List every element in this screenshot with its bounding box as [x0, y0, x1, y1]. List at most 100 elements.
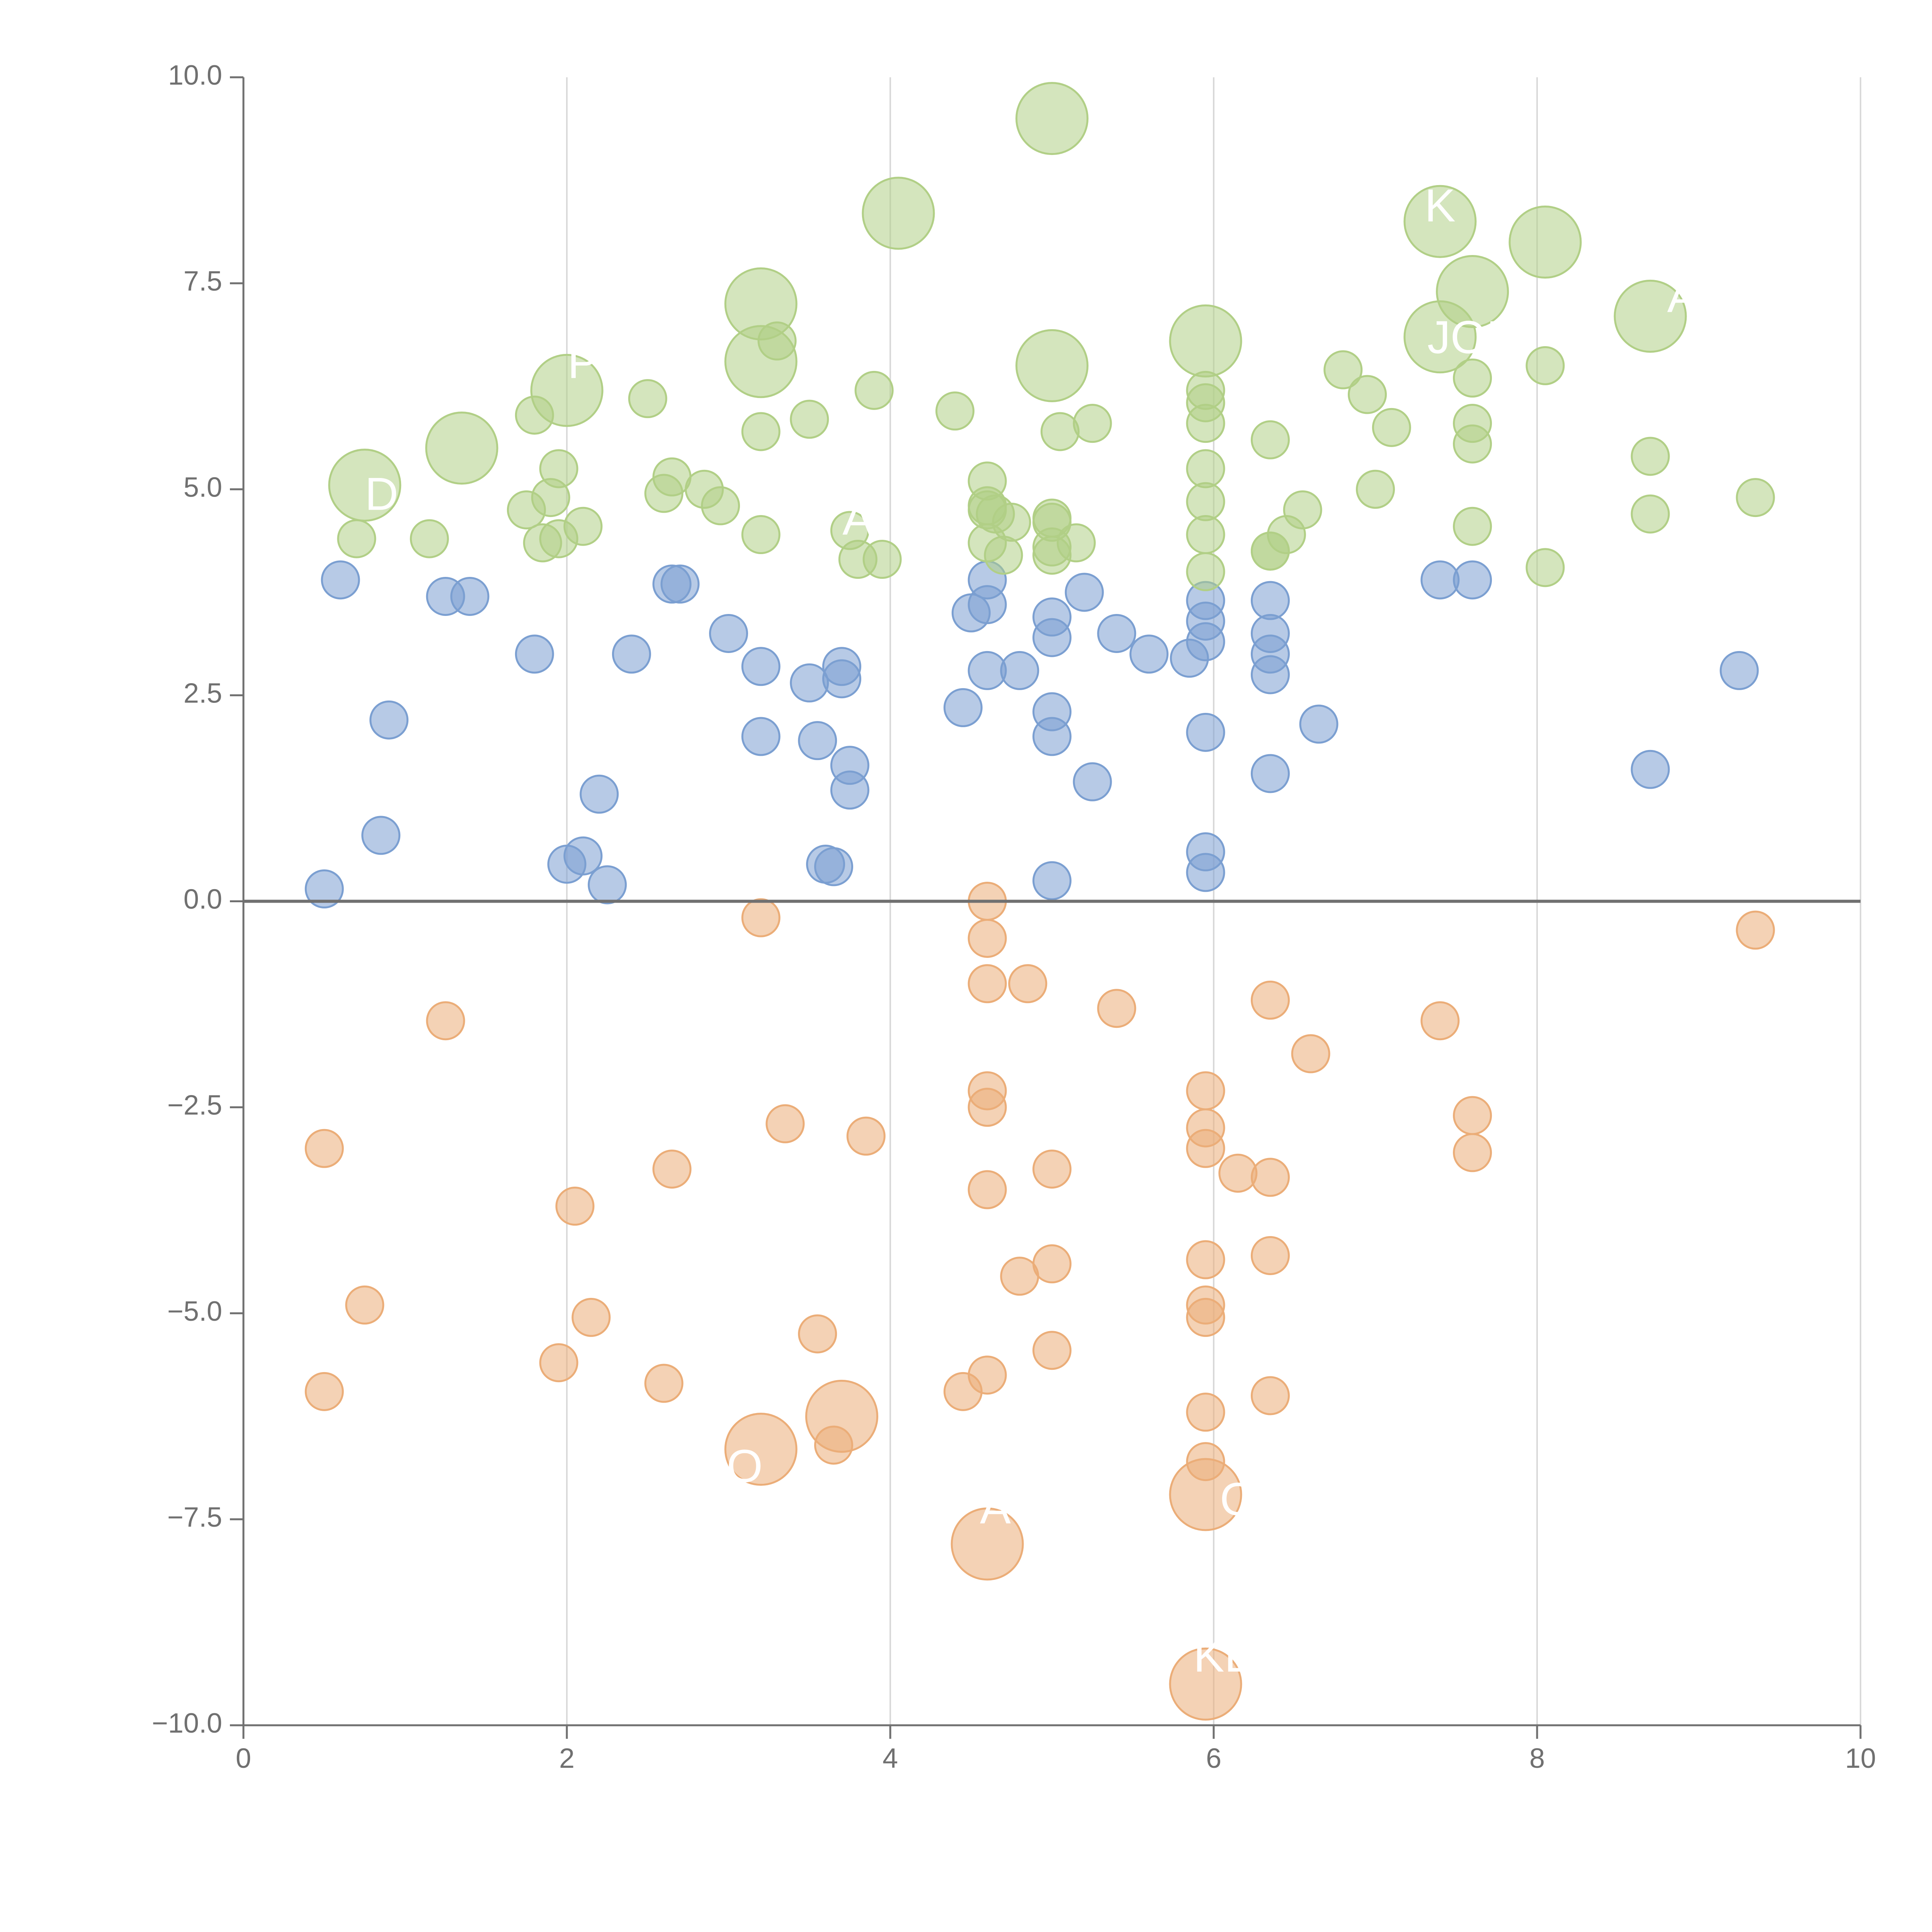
orange-point: [1453, 1096, 1492, 1135]
green-point: [1631, 494, 1670, 534]
blue-point: [321, 560, 360, 600]
green-point: [563, 507, 603, 546]
orange-point: [968, 1088, 1007, 1127]
orange-point: [1186, 1298, 1225, 1337]
orange-point: [1250, 1236, 1290, 1275]
x-tick-label: 6: [1206, 1743, 1221, 1774]
axes: 10.0 7.5 5.0 2.5 0.0 −2.5 −5.0 −7.5 −10.0 0 2 4 6 8 10: [152, 60, 1876, 1774]
orange-point: [1420, 1001, 1460, 1041]
x-tick-label: 2: [559, 1743, 575, 1774]
green-point: [790, 400, 829, 439]
blue-point: [1032, 861, 1071, 900]
green-point: [1186, 552, 1225, 591]
point-annotation: JOE: [1427, 311, 1517, 363]
orange-point: [1186, 1071, 1225, 1111]
green-large-point: [1436, 255, 1509, 328]
green-point: [935, 391, 975, 431]
green-large-point: [1509, 206, 1582, 279]
green-large-point: [1169, 304, 1242, 378]
blue-point: [709, 614, 748, 653]
blue-point: [1186, 853, 1225, 892]
orange-point: [846, 1116, 886, 1156]
green-point: [1372, 408, 1411, 447]
green-point: [992, 503, 1031, 542]
orange-large-point: [724, 1413, 798, 1486]
orange-point: [571, 1298, 611, 1337]
y-tick-label: 0.0: [184, 884, 222, 915]
blue-point: [1453, 560, 1492, 600]
blue-point: [1250, 754, 1290, 793]
orange-point: [798, 1314, 837, 1354]
point-annotation: A: [842, 493, 873, 544]
green-point: [1453, 424, 1492, 464]
point-annotation: A: [1667, 270, 1698, 322]
blue-point: [1250, 581, 1290, 620]
green-point: [1526, 548, 1565, 587]
orange-large-point: [805, 1379, 878, 1453]
blue-point: [1097, 614, 1136, 653]
green-point: [984, 536, 1023, 575]
green-point: [1283, 490, 1322, 530]
green-point: [741, 515, 781, 554]
blue-point: [1032, 618, 1071, 657]
green-point: [701, 486, 740, 526]
blue-point: [1073, 762, 1112, 801]
green-point: [1186, 482, 1225, 521]
orange-large-point: [1169, 1458, 1242, 1531]
blue-point: [943, 688, 983, 727]
green-point: [1348, 375, 1387, 414]
orange-point: [555, 1187, 595, 1226]
green-point: [1186, 404, 1225, 443]
green-point: [1186, 515, 1225, 554]
point-annotation: K: [1425, 180, 1456, 231]
blue-point: [515, 634, 554, 674]
orange-point: [1291, 1034, 1330, 1073]
blue-point: [1186, 622, 1225, 662]
green-point: [539, 449, 578, 488]
blue-point: [814, 847, 854, 886]
orange-point: [968, 1355, 1007, 1395]
orange-point: [1186, 1240, 1225, 1279]
blue-point: [450, 577, 490, 616]
orange-point: [1218, 1153, 1258, 1193]
y-tick-label: −10.0: [152, 1708, 222, 1739]
x-tick-label: 0: [236, 1743, 251, 1774]
orange-point: [1250, 1376, 1290, 1415]
x-tick-label: 10: [1845, 1743, 1876, 1774]
green-point: [862, 540, 902, 579]
orange-point: [644, 1364, 684, 1403]
green-large-point: [530, 354, 604, 427]
y-tick-label: 7.5: [184, 266, 222, 297]
point-annotation: P: [568, 336, 599, 388]
green-large-point: [1015, 329, 1088, 402]
green-point: [1453, 358, 1492, 398]
green-large-point: [328, 449, 401, 522]
point-annotation: KL: [1194, 1630, 1250, 1682]
orange-point: [741, 898, 781, 937]
y-tick-label: −2.5: [167, 1090, 222, 1121]
orange-point: [652, 1150, 692, 1189]
x-tick-label: 4: [883, 1743, 898, 1774]
orange-point: [1032, 1331, 1071, 1370]
blue-point: [588, 865, 627, 905]
y-tick-label: 5.0: [184, 472, 222, 503]
orange-point: [1008, 964, 1048, 1003]
blue-point: [741, 647, 781, 686]
orange-point: [765, 1104, 805, 1143]
point-annotation: DE: [365, 468, 429, 520]
y-tick-label: −5.0: [167, 1296, 222, 1327]
blue-point: [1299, 704, 1338, 744]
green-large-point: [862, 177, 935, 250]
green-point: [1526, 346, 1565, 385]
green-point: [1186, 449, 1225, 488]
orange-point: [1032, 1244, 1071, 1284]
blue-point: [968, 585, 1007, 624]
orange-point: [1250, 1158, 1290, 1197]
blue-point: [1186, 713, 1225, 752]
orange-point: [1032, 1150, 1071, 1189]
green-large-point: [1614, 279, 1687, 353]
orange-point: [968, 964, 1007, 1003]
orange-point: [304, 1129, 344, 1168]
blue-point: [563, 836, 603, 876]
